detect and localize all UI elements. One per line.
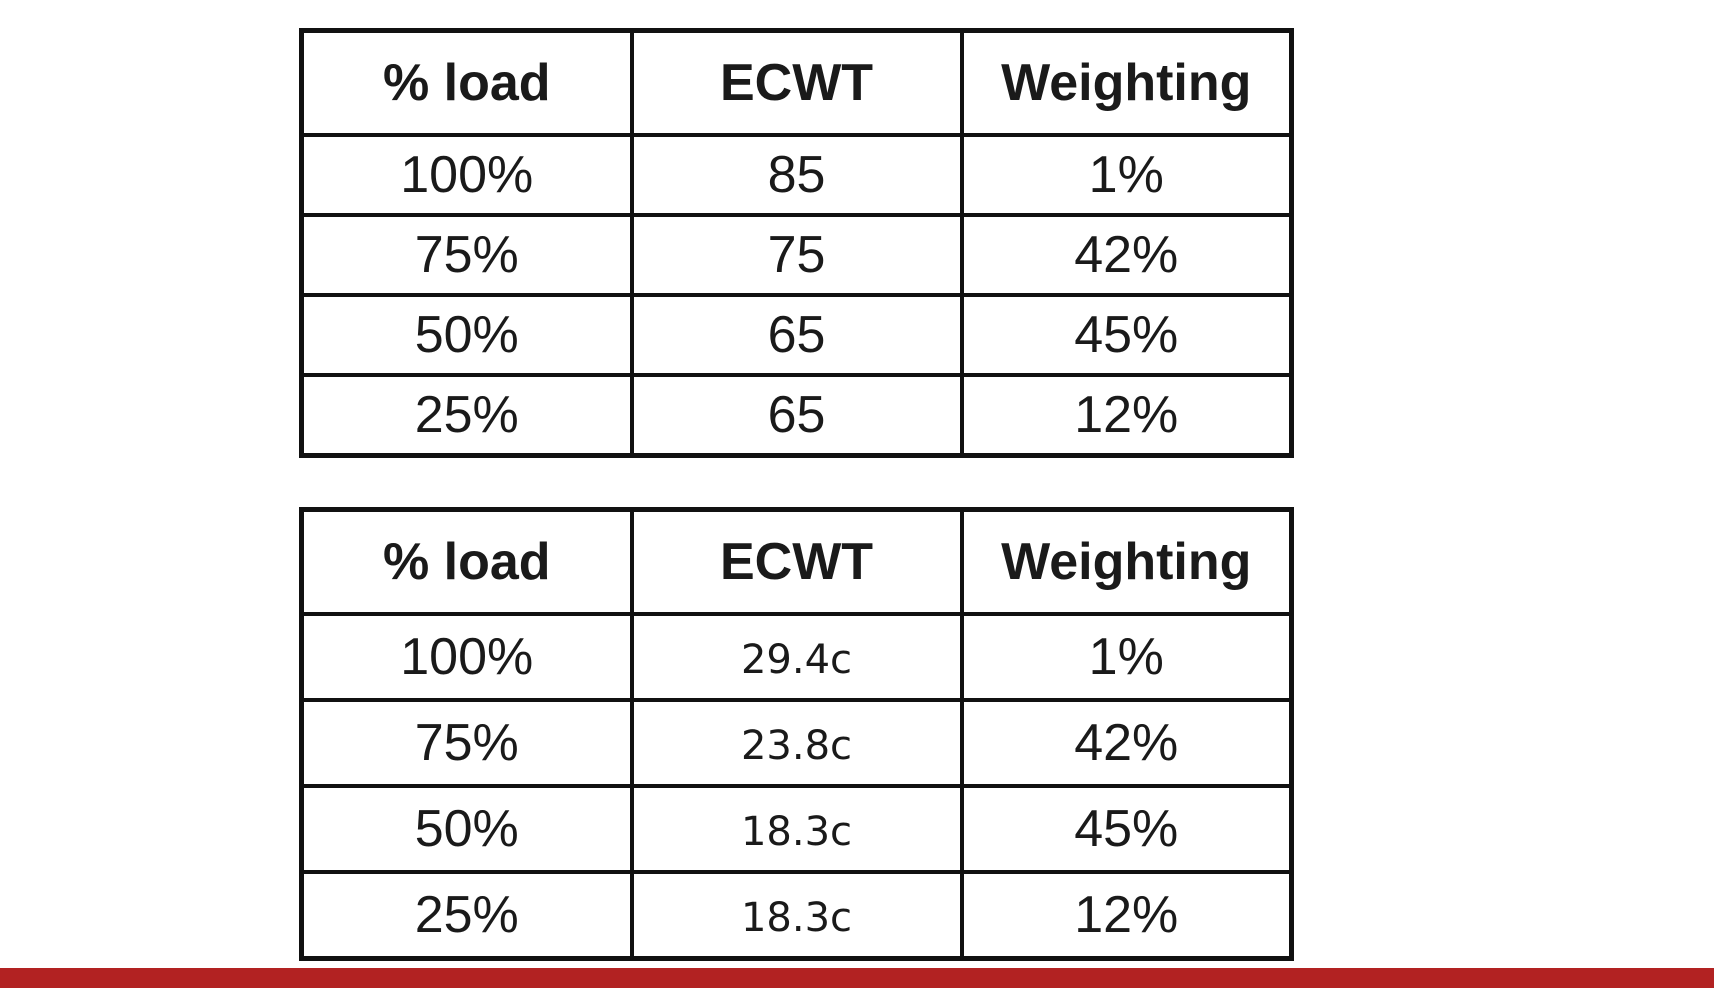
header-percent-load: % load <box>299 507 634 616</box>
cell-ecwt: 29.4c <box>629 612 964 702</box>
cell-ecwt: 85 <box>629 133 964 217</box>
cell-weighting: 42% <box>959 698 1294 788</box>
cell-weighting: 1% <box>959 612 1294 702</box>
table-row: 25% 65 12% <box>299 373 1294 458</box>
table-header-row: % load ECWT Weighting <box>299 507 1294 616</box>
cell-percent-load: 100% <box>299 612 634 702</box>
table-row: 100% 29.4c 1% <box>299 612 1294 702</box>
table-row: 25% 18.3c 12% <box>299 870 1294 961</box>
cell-ecwt: 65 <box>629 293 964 377</box>
cell-ecwt: 18.3c <box>629 870 964 961</box>
header-weighting: Weighting <box>959 507 1294 616</box>
cell-ecwt: 23.8c <box>629 698 964 788</box>
cell-ecwt: 75 <box>629 213 964 297</box>
cell-percent-load: 25% <box>299 373 634 458</box>
cell-weighting: 1% <box>959 133 1294 217</box>
ecwt-table-1: % load ECWT Weighting 100% 85 1% 75% 75 … <box>299 28 1294 458</box>
table-row: 50% 65 45% <box>299 293 1294 377</box>
table-row: 75% 75 42% <box>299 213 1294 297</box>
cell-percent-load: 50% <box>299 293 634 377</box>
cell-weighting: 45% <box>959 293 1294 377</box>
cell-weighting: 45% <box>959 784 1294 874</box>
cell-weighting: 42% <box>959 213 1294 297</box>
header-ecwt: ECWT <box>629 28 964 137</box>
cell-ecwt: 18.3c <box>629 784 964 874</box>
table-row: 100% 85 1% <box>299 133 1294 217</box>
bottom-accent-bar <box>0 968 1714 988</box>
ecwt-table-2: % load ECWT Weighting 100% 29.4c 1% 75% … <box>299 507 1294 961</box>
table-row: 75% 23.8c 42% <box>299 698 1294 788</box>
header-weighting: Weighting <box>959 28 1294 137</box>
table-row: 50% 18.3c 45% <box>299 784 1294 874</box>
header-ecwt: ECWT <box>629 507 964 616</box>
cell-ecwt: 65 <box>629 373 964 458</box>
cell-percent-load: 75% <box>299 698 634 788</box>
cell-weighting: 12% <box>959 870 1294 961</box>
cell-percent-load: 50% <box>299 784 634 874</box>
cell-percent-load: 75% <box>299 213 634 297</box>
table-header-row: % load ECWT Weighting <box>299 28 1294 137</box>
cell-percent-load: 25% <box>299 870 634 961</box>
header-percent-load: % load <box>299 28 634 137</box>
cell-percent-load: 100% <box>299 133 634 217</box>
cell-weighting: 12% <box>959 373 1294 458</box>
